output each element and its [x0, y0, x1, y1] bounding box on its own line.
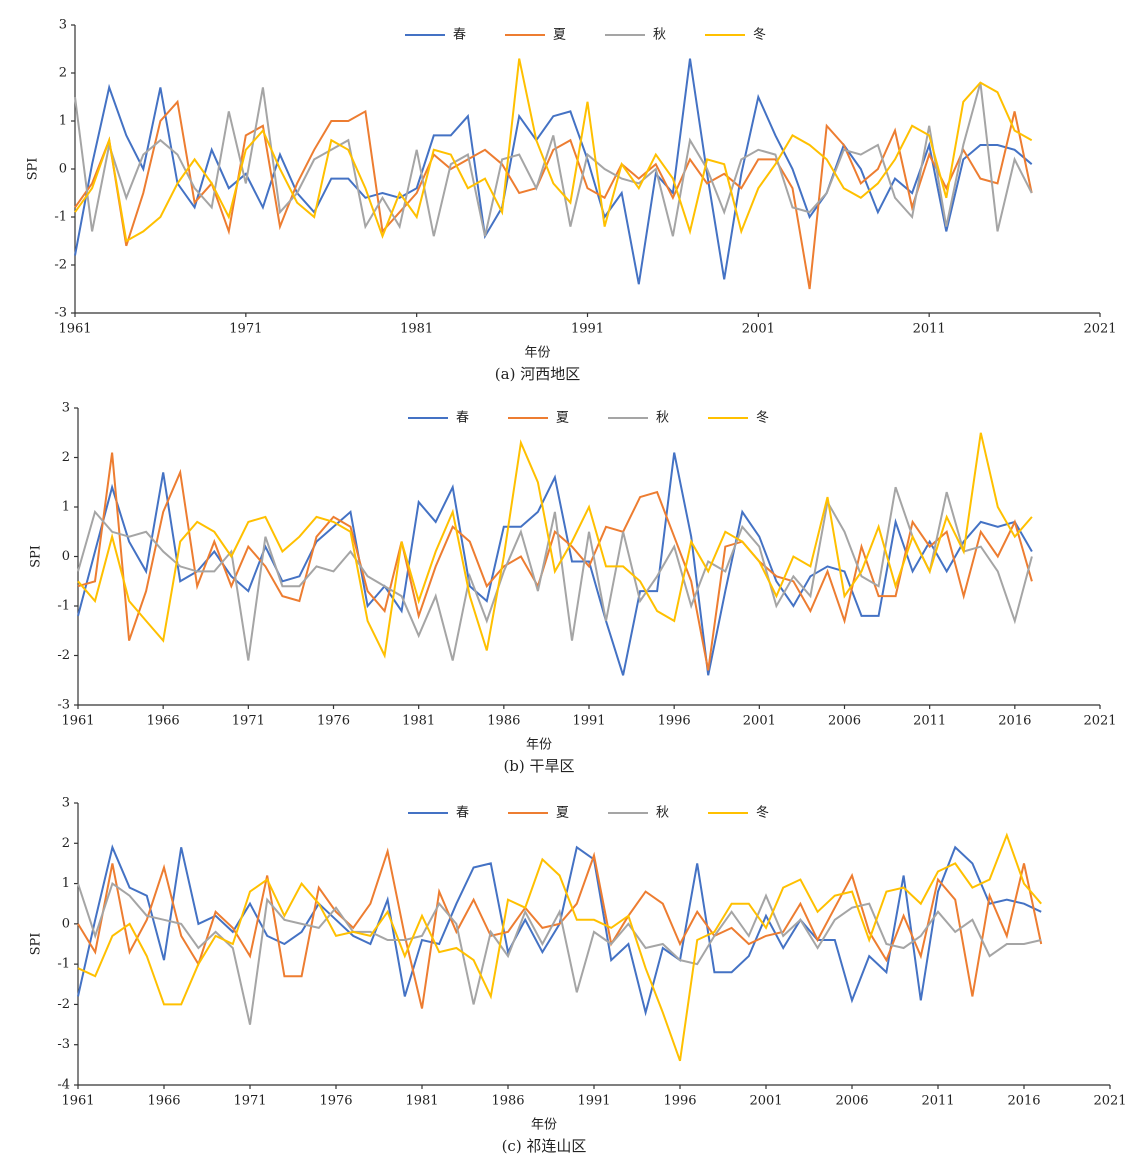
x-axis-label: 年份 [531, 1118, 557, 1133]
y-tick-label: 3 [62, 401, 70, 416]
x-tick-label: 1961 [61, 1094, 94, 1109]
legend-label: 春 [456, 411, 469, 426]
y-axis-label: SPI [29, 545, 44, 568]
x-tick-label: 1991 [572, 714, 605, 729]
caption: (c) 祁连山区 [502, 1137, 587, 1155]
legend-label: 春 [453, 28, 466, 43]
y-tick-label: -3 [54, 306, 67, 321]
series-line [77, 452, 1033, 676]
legend-label: 秋 [656, 411, 669, 426]
legend-label: 秋 [656, 806, 669, 821]
x-tick-label: 1986 [491, 1094, 524, 1109]
x-tick-label: 2021 [1083, 714, 1116, 729]
x-tick-label: 2001 [743, 714, 776, 729]
y-tick-label: 0 [59, 162, 67, 177]
x-tick-label: 2016 [998, 714, 1031, 729]
series-line [74, 58, 1033, 243]
y-tick-label: -3 [57, 1037, 70, 1052]
legend-label: 冬 [756, 805, 769, 821]
series-line [77, 432, 1033, 659]
x-tick-label: 2011 [913, 322, 946, 337]
x-tick-label: 1966 [147, 1094, 180, 1109]
x-tick-label: 1976 [319, 1094, 352, 1109]
y-tick-label: 1 [59, 114, 67, 129]
y-tick-label: 2 [62, 450, 70, 465]
y-tick-label: 0 [62, 549, 70, 564]
x-tick-label: 1961 [58, 322, 91, 337]
x-axis-label: 年份 [524, 346, 550, 361]
y-axis-label: SPI [29, 933, 44, 956]
y-tick-label: -3 [57, 698, 70, 713]
legend-label: 夏 [556, 411, 569, 426]
y-tick-label: 3 [62, 796, 70, 811]
x-tick-label: 1971 [229, 322, 262, 337]
y-tick-label: 2 [59, 66, 67, 81]
x-tick-label: 1991 [577, 1094, 610, 1109]
legend-label: 秋 [653, 28, 666, 43]
y-tick-label: -2 [57, 997, 70, 1012]
x-tick-label: 2011 [921, 1094, 954, 1109]
series-line [74, 58, 1033, 285]
y-tick-label: 2 [62, 836, 70, 851]
y-tick-label: 3 [59, 18, 67, 33]
series-line [77, 844, 1042, 1017]
x-tick-label: 1976 [317, 714, 350, 729]
series-line [74, 99, 1033, 290]
legend-label: 冬 [753, 27, 766, 43]
x-tick-label: 1981 [402, 714, 435, 729]
y-tick-label: -1 [57, 599, 70, 614]
x-tick-label: 1981 [405, 1094, 438, 1109]
y-tick-label: 1 [62, 876, 70, 891]
series-line [74, 82, 1033, 237]
x-tick-label: 1971 [232, 714, 265, 729]
x-tick-label: 1981 [400, 322, 433, 337]
y-tick-label: -4 [57, 1078, 70, 1093]
series-line [77, 832, 1042, 1062]
x-tick-label: 1986 [487, 714, 520, 729]
y-axis-label: SPI [26, 158, 41, 181]
x-tick-label: 2021 [1083, 322, 1116, 337]
caption: (b) 干旱区 [503, 757, 574, 775]
series-line [77, 452, 1033, 671]
series-line [77, 847, 1043, 1009]
series-line [77, 882, 1042, 1025]
caption: (a) 河西地区 [495, 365, 580, 383]
x-tick-label: 1966 [147, 714, 180, 729]
x-tick-label: 2016 [1007, 1094, 1040, 1109]
x-tick-label: 2001 [749, 1094, 782, 1109]
x-axis-label: 年份 [526, 738, 552, 753]
legend-label: 冬 [756, 410, 769, 426]
x-tick-label: 2001 [742, 322, 775, 337]
y-tick-label: -1 [54, 210, 67, 225]
y-tick-label: -2 [54, 258, 67, 273]
legend-label: 春 [456, 806, 469, 821]
y-tick-label: -1 [57, 957, 70, 972]
x-tick-label: 1961 [61, 714, 94, 729]
x-tick-label: 1996 [663, 1094, 696, 1109]
y-tick-label: 0 [62, 916, 70, 931]
x-tick-label: 1996 [658, 714, 691, 729]
x-tick-label: 2006 [835, 1094, 868, 1109]
x-tick-label: 2006 [828, 714, 861, 729]
legend-label: 夏 [553, 28, 566, 43]
y-tick-label: -2 [57, 648, 70, 663]
x-tick-label: 1991 [571, 322, 604, 337]
x-tick-label: 2021 [1093, 1094, 1126, 1109]
x-tick-label: 1971 [233, 1094, 266, 1109]
x-tick-label: 2011 [913, 714, 946, 729]
y-tick-label: 1 [62, 500, 70, 515]
legend-label: 夏 [556, 806, 569, 821]
series-line [77, 486, 1033, 661]
